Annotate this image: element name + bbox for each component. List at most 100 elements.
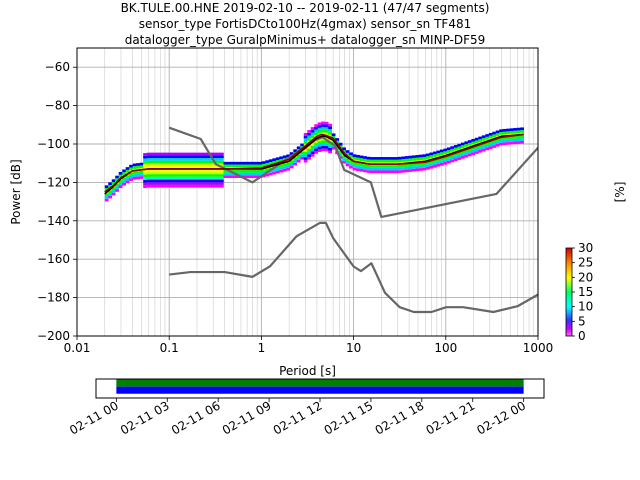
psd-bin — [506, 136, 511, 140]
psd-bin — [303, 151, 308, 155]
psd-bin — [212, 168, 217, 172]
psd-bin — [111, 187, 116, 191]
y-tick-label: −160 — [37, 252, 70, 266]
psd-bin — [317, 122, 322, 126]
psd-bin — [209, 176, 214, 180]
psd-bin — [516, 141, 521, 144]
psd-bin — [209, 171, 214, 175]
psd-bin — [174, 166, 179, 169]
psd-bin — [164, 184, 168, 188]
psd-bin — [384, 157, 388, 160]
psd-bin — [411, 158, 416, 161]
psd-bin — [216, 184, 221, 188]
psd-bin — [509, 131, 514, 134]
psd-bin — [153, 179, 158, 183]
psd-bin — [387, 159, 392, 163]
psd-bin — [181, 166, 186, 169]
colorbar-tick-label: 30 — [578, 241, 593, 255]
psd-bin — [167, 155, 172, 159]
psd-bin — [219, 171, 224, 175]
psd-bin — [185, 158, 189, 161]
psd-bin — [199, 171, 203, 175]
psd-bin — [464, 144, 469, 147]
psd-bin — [219, 176, 224, 180]
psd-bin — [310, 154, 315, 157]
psd-bin — [411, 166, 416, 169]
coverage-tick-label: 02-11 15 — [322, 398, 376, 437]
psd-bin — [146, 168, 151, 172]
psd-bin — [230, 175, 235, 178]
psd-bin — [206, 174, 210, 177]
psd-bin — [324, 127, 329, 130]
psd-bin — [296, 157, 301, 160]
psd-bin — [247, 169, 252, 173]
psd-bin — [181, 163, 186, 167]
y-tick-label: −200 — [37, 329, 70, 343]
psd-bin — [324, 140, 329, 144]
psd-bin — [209, 160, 214, 164]
psd-bin — [136, 165, 140, 169]
psd-bin — [380, 165, 385, 168]
colorbar-label: [%] — [613, 182, 627, 203]
psd-bin — [415, 168, 420, 172]
psd-bin — [418, 157, 423, 161]
psd-bin — [125, 169, 130, 173]
psd-bin — [115, 183, 120, 187]
chart-title: BK.TULE.00.HNE 2019-02-10 -- 2019-02-11 … — [0, 0, 610, 48]
psd-bin — [233, 161, 238, 165]
psd-bin — [240, 172, 245, 176]
psd-bin — [171, 166, 175, 169]
psd-bin — [171, 184, 175, 188]
psd-bin — [216, 168, 221, 172]
psd-bin — [303, 141, 308, 144]
psd-bin — [474, 140, 479, 144]
psd-bin — [272, 171, 277, 175]
psd-bin — [219, 182, 224, 185]
psd-bin — [321, 126, 326, 130]
psd-bin — [209, 158, 214, 161]
psd-bin — [111, 179, 116, 183]
psd-bin — [206, 166, 210, 169]
psd-bin — [363, 164, 367, 167]
psd-bin — [118, 185, 123, 189]
psd-bin — [164, 166, 168, 169]
psd-bin — [509, 136, 514, 140]
psd-bin — [443, 156, 448, 160]
psd-bin — [279, 164, 284, 168]
psd-bin — [174, 160, 179, 164]
psd-bin — [450, 154, 455, 157]
psd-bin — [171, 158, 175, 161]
coverage-tick-label: 02-11 09 — [220, 398, 274, 437]
psd-bin — [405, 156, 409, 159]
psd-bin — [387, 157, 392, 160]
psd-bin — [398, 167, 402, 171]
psd-bin — [174, 158, 179, 161]
psd-bin — [300, 143, 305, 147]
psd-bin — [418, 154, 423, 158]
coverage-tick-label: 02-11 12 — [271, 398, 325, 437]
psd-bin — [460, 145, 465, 148]
psd-bin — [212, 166, 217, 169]
psd-bin — [150, 171, 154, 175]
psd-bin — [206, 179, 210, 183]
psd-bin — [366, 156, 371, 160]
psd-bin — [185, 152, 189, 156]
psd-bin — [422, 167, 427, 171]
psd-bin — [314, 143, 319, 146]
psd-bin — [342, 158, 346, 161]
psd-bin — [153, 166, 158, 169]
psd-bin — [432, 159, 437, 163]
psd-bin — [160, 176, 165, 180]
psd-bin — [157, 176, 161, 180]
psd-bin — [418, 162, 423, 166]
psd-bin — [192, 171, 196, 175]
psd-bin — [209, 168, 214, 172]
psd-bin — [216, 158, 221, 161]
psd-bin — [394, 165, 399, 168]
psd-bin — [233, 164, 238, 168]
psd-bin — [499, 137, 504, 141]
psd-bin — [328, 131, 332, 135]
psd-bin — [411, 168, 416, 172]
psd-bin — [324, 143, 329, 147]
psd-bin — [272, 169, 277, 172]
